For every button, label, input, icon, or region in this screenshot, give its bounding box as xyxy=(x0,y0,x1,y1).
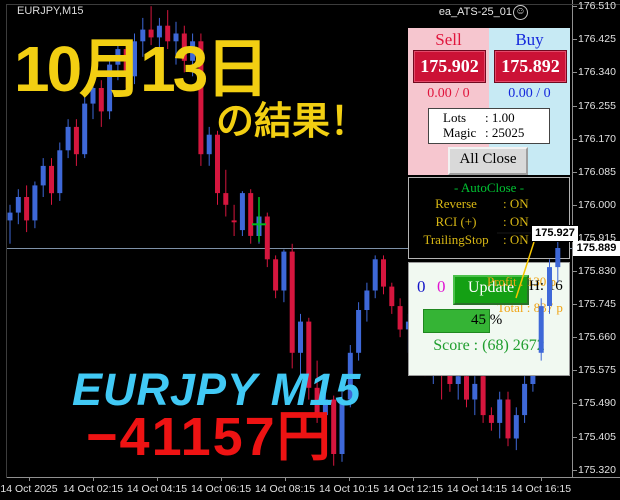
indicator-cross-marker xyxy=(252,197,266,242)
ea-status-smiley-icon[interactable]: ☺ xyxy=(513,5,528,20)
x-axis-label: 14 Oct 10:15 xyxy=(318,483,380,495)
update-panel: 0 0 Update Profit : 130 p H: 16 Total : … xyxy=(408,262,570,376)
reverse-label: Reverse xyxy=(435,196,477,211)
y-axis-label: 175.405 xyxy=(578,430,616,443)
sell-stats: 0.00 / 0 xyxy=(427,86,470,101)
x-axis-label: 14 Oct 06:15 xyxy=(190,483,252,495)
y-axis-label: 175.490 xyxy=(578,397,616,410)
buy-stats: 0.00 / 0 xyxy=(508,86,551,101)
progress-bar-fill xyxy=(423,309,490,333)
y-axis-label: 176.510 xyxy=(578,0,616,13)
symbol-timeframe-label: EURJPY,M15 xyxy=(17,5,84,17)
count-blue: 0 xyxy=(417,277,426,296)
buy-price-button[interactable]: 175.892 xyxy=(494,50,567,83)
y-axis-label: 176.170 xyxy=(578,132,616,145)
x-axis-line xyxy=(6,477,620,478)
big-loss-amount-text: −41157円 xyxy=(86,407,333,467)
autoclose-title: - AutoClose - xyxy=(453,180,525,195)
lots-value: : 1.00 xyxy=(485,110,515,125)
lots-label: Lots xyxy=(443,110,467,125)
y-axis-label: 175.660 xyxy=(578,331,616,344)
x-axis-label: 14 Oct 04:15 xyxy=(126,483,188,495)
x-axis-label: 14 Oct 14:15 xyxy=(446,483,508,495)
sell-header: Sell xyxy=(435,30,462,49)
y-axis-label: 175.915 xyxy=(578,231,616,244)
x-axis-label: 14 Oct 12:15 xyxy=(382,483,444,495)
candlestick-series xyxy=(7,6,536,466)
autoclose-panel: - AutoClose - Reverse : ON RCI (+) : ON … xyxy=(408,177,570,259)
progress-percent-text: 45 % xyxy=(471,312,503,328)
lots-magic-box: Lots : 1.00 Magic : 25025 xyxy=(428,108,550,144)
magic-label: Magic xyxy=(443,125,477,140)
reverse-value: : ON xyxy=(503,196,529,211)
y-axis-label: 175.830 xyxy=(578,265,616,278)
rci-label: RCI (+) xyxy=(435,214,477,229)
buy-header: Buy xyxy=(515,30,544,49)
y-axis-label: 175.575 xyxy=(578,364,616,377)
all-close-button[interactable]: All Close xyxy=(448,147,528,175)
x-axis-label: 14 Oct 2025 xyxy=(0,483,58,495)
x-axis-label: 14 Oct 08:15 xyxy=(254,483,316,495)
autoclose-row-rci: RCI (+) : ON xyxy=(409,214,569,232)
headline-date-text: 10月13日 xyxy=(14,33,269,105)
y-axis-label: 176.340 xyxy=(578,66,616,79)
y-axis-label: 176.425 xyxy=(578,33,616,46)
x-axis-label: 14 Oct 16:15 xyxy=(510,483,572,495)
trailing-stop-price-label: 175.927 xyxy=(531,225,579,242)
headline-result-text: の結果！ xyxy=(216,101,369,143)
big-symbol-text: EURJPY M15 xyxy=(72,364,362,415)
sell-price-button[interactable]: 175.902 xyxy=(413,50,486,83)
autoclose-row-reverse: Reverse : ON xyxy=(409,196,569,214)
count-magenta: 0 xyxy=(437,277,446,296)
ea-name-label: ea_ATS-25_01 xyxy=(438,6,512,18)
y-axis-label: 175.745 xyxy=(578,298,616,311)
trailingstop-label: TrailingStop xyxy=(423,232,489,247)
trailingstop-value: : ON xyxy=(503,232,529,247)
score-text: Score : (68) 2672 xyxy=(433,337,545,354)
y-axis-label: 176.085 xyxy=(578,165,616,178)
y-axis-label: 176.000 xyxy=(578,198,616,211)
x-axis-label: 14 Oct 02:15 xyxy=(62,483,124,495)
current-bid-price-label: 175.889 xyxy=(573,241,620,256)
bid-price-line xyxy=(6,248,572,249)
y-axis-label: 176.255 xyxy=(578,99,616,112)
trade-panel: Sell Buy 175.902 175.892 0.00 / 0 0.00 /… xyxy=(408,28,570,175)
rci-value: : ON xyxy=(503,214,529,229)
hours-text: H: 16 xyxy=(529,278,563,294)
magic-value: : 25025 xyxy=(485,125,525,140)
chart-frame-left xyxy=(6,4,7,478)
chart-frame-top xyxy=(6,4,620,5)
y-axis-label: 175.320 xyxy=(578,463,616,476)
